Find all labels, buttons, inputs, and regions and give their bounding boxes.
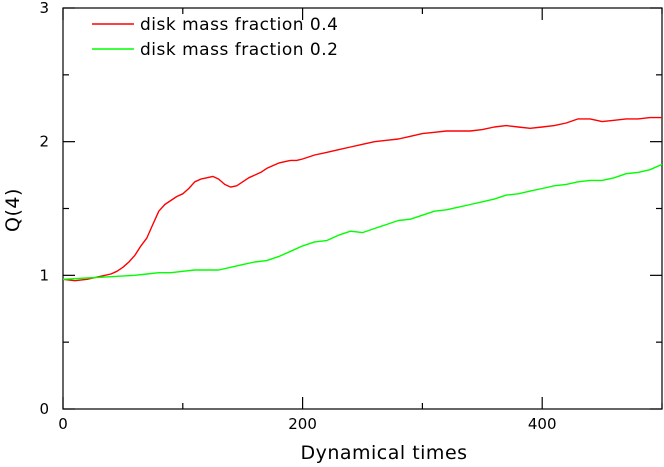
x-tick-label: 0 — [58, 415, 68, 433]
legend-label-0: disk mass fraction 0.4 — [140, 15, 338, 35]
y-tick-label: 3 — [39, 0, 49, 17]
y-tick-label: 1 — [39, 266, 49, 284]
y-tick-label: 2 — [39, 133, 49, 151]
tick-labels: 0 200 400 0 1 2 3 — [39, 0, 556, 433]
y-axis-label: Q(4) — [2, 188, 24, 232]
series-line-1 — [62, 163, 663, 280]
y-tick-label: 0 — [39, 400, 49, 418]
legend-label-1: disk mass fraction 0.2 — [140, 40, 338, 60]
series-lines — [62, 116, 663, 282]
x-axis-label: Dynamical times — [300, 442, 467, 464]
x-tick-label: 200 — [288, 415, 317, 433]
series-line-0 — [62, 116, 662, 282]
axis-ticks — [62, 7, 663, 410]
legend: disk mass fraction 0.4 disk mass fraction… — [92, 15, 338, 60]
x-tick-label: 400 — [528, 415, 557, 433]
plot-frame — [62, 7, 663, 410]
